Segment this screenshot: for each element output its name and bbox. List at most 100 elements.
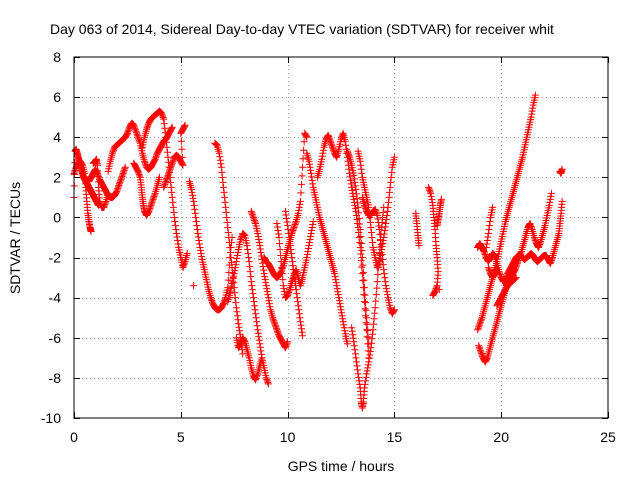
data-point: [247, 278, 255, 286]
data-point: [307, 229, 315, 237]
data-point: [108, 149, 116, 157]
series-arc-cc: [482, 203, 501, 282]
data-point: [161, 129, 169, 137]
data-point: [276, 240, 284, 248]
data-point: [277, 252, 285, 260]
data-point: [372, 291, 380, 299]
data-point: [222, 208, 230, 216]
data-point: [165, 170, 173, 178]
data-point: [251, 306, 259, 314]
data-point: [377, 252, 385, 260]
series-arc-g: [138, 107, 191, 272]
data-point: [326, 137, 334, 145]
data-point: [124, 126, 132, 134]
data-point: [385, 193, 393, 201]
data-point: [484, 264, 492, 272]
data-point: [277, 258, 285, 266]
series-arc-aa: [474, 91, 539, 334]
data-point: [303, 254, 311, 262]
data-point: [167, 183, 175, 191]
data-point: [145, 206, 153, 214]
series-arc-w: [412, 209, 423, 250]
data-point: [216, 153, 224, 161]
data-point: [158, 109, 166, 117]
x-tick-label: 0: [70, 429, 78, 445]
data-point: [425, 185, 433, 193]
data-point: [118, 172, 126, 180]
data-point: [133, 130, 141, 138]
data-point: [218, 168, 226, 176]
data-point: [167, 164, 175, 172]
data-point: [110, 146, 118, 154]
data-point: [254, 229, 262, 237]
data-point: [496, 269, 504, 277]
data-point: [294, 298, 302, 306]
data-point: [261, 276, 269, 284]
data-point: [388, 168, 396, 176]
data-point: [350, 338, 358, 346]
y-tick-label: 8: [53, 49, 61, 65]
data-point: [348, 186, 356, 194]
data-point: [120, 166, 128, 174]
data-point: [369, 330, 377, 338]
data-point: [337, 306, 345, 314]
data-point: [118, 174, 126, 182]
data-point: [220, 188, 228, 196]
data-point: [160, 182, 168, 190]
data-point: [558, 197, 566, 205]
data-point: [197, 250, 205, 258]
data-point: [253, 318, 261, 326]
data-point: [162, 138, 170, 146]
data-point: [190, 282, 198, 290]
data-point: [485, 221, 493, 229]
data-point: [255, 336, 263, 344]
series-arc-q: [303, 149, 351, 348]
data-point: [348, 324, 356, 332]
data-point: [232, 299, 240, 307]
data-point: [351, 178, 359, 186]
data-point: [245, 258, 253, 266]
series-arc-l: [232, 334, 266, 384]
data-point: [283, 339, 291, 347]
data-point: [492, 267, 500, 275]
data-point: [368, 335, 376, 343]
data-point: [362, 204, 370, 212]
data-point: [253, 373, 261, 381]
data-point: [297, 180, 305, 188]
series-arc-y: [433, 195, 445, 229]
data-point: [168, 161, 176, 169]
data-point: [383, 288, 391, 296]
data-point: [291, 222, 299, 230]
data-point: [254, 232, 262, 240]
data-point: [262, 279, 270, 287]
data-point: [218, 173, 226, 181]
data-point: [280, 285, 288, 293]
data-point: [318, 152, 326, 160]
data-point: [261, 273, 269, 281]
data-point: [478, 351, 486, 359]
data-point: [173, 233, 181, 241]
data-point: [286, 242, 294, 250]
data-point: [380, 266, 388, 274]
y-tick-label: -8: [49, 370, 62, 386]
data-point: [332, 279, 340, 287]
data-point: [490, 251, 498, 259]
data-point: [231, 289, 239, 297]
data-point: [180, 261, 188, 269]
data-point: [248, 209, 256, 217]
data-point: [356, 220, 364, 228]
data-point: [221, 297, 229, 305]
data-point: [146, 204, 154, 212]
y-tick-label: -10: [41, 410, 61, 426]
data-point: [226, 244, 234, 252]
data-point: [236, 330, 244, 338]
data-point: [511, 275, 519, 283]
data-point: [163, 143, 171, 151]
data-point: [334, 291, 342, 299]
data-point: [373, 211, 381, 219]
data-point: [374, 215, 382, 223]
data-point: [172, 225, 180, 233]
data-point: [303, 133, 311, 141]
data-point: [482, 244, 490, 252]
